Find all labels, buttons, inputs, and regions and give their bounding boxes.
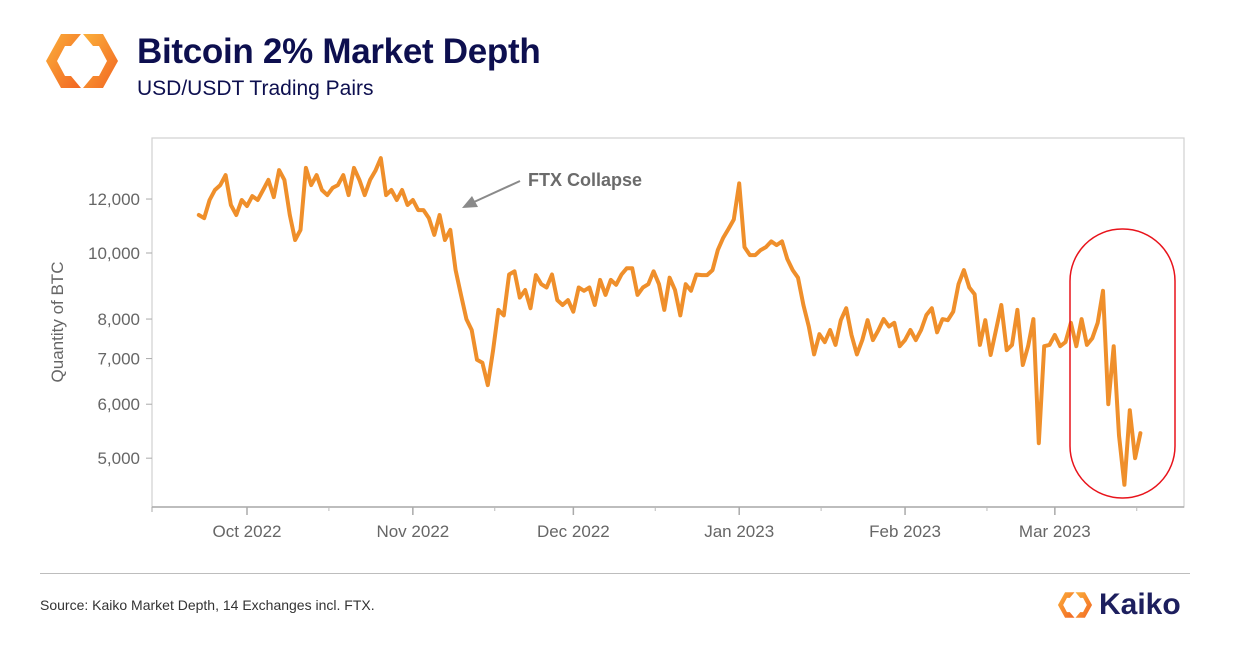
plot-frame <box>151 137 1185 508</box>
y-axis-title: Quantity of BTC <box>48 262 67 383</box>
annotation-arrow-line <box>473 180 521 203</box>
series-line-btc-depth <box>196 156 1143 487</box>
chart-title: Bitcoin 2% Market Depth <box>137 32 541 71</box>
y-tick-label: 8,000 <box>97 310 140 329</box>
brand-name: Kaiko <box>1099 588 1181 621</box>
kaiko-brand: Kaiko <box>1057 588 1181 622</box>
highlight-ellipse <box>1069 228 1176 499</box>
y-tick-label: 6,000 <box>97 395 140 414</box>
chart-subtitle: USD/USDT Trading Pairs <box>137 77 374 100</box>
x-tick-label: Nov 2022 <box>376 522 449 541</box>
kaiko-logo-icon <box>44 28 120 99</box>
x-tick-label: Dec 2022 <box>537 522 610 541</box>
y-tick-label: 10,000 <box>88 244 140 263</box>
x-tick-label: Mar 2023 <box>1019 522 1091 541</box>
x-tick-label: Oct 2022 <box>213 522 282 541</box>
x-tick-label: Feb 2023 <box>869 522 941 541</box>
x-tick-label: Jan 2023 <box>704 522 774 541</box>
annotation-ftx-collapse: FTX Collapse <box>528 170 642 190</box>
y-tick-label: 5,000 <box>97 449 140 468</box>
annotation-arrow-head-icon <box>462 196 478 208</box>
ftx-annotation: FTX Collapse <box>462 170 642 208</box>
y-tick-label: 7,000 <box>97 350 140 369</box>
y-tick-label: 12,000 <box>88 190 140 209</box>
kaiko-logo-icon <box>1057 592 1093 618</box>
source-note: Source: Kaiko Market Depth, 14 Exchanges… <box>40 597 375 613</box>
footer-divider <box>40 573 1190 574</box>
line-chart: Quantity of BTC 5,000 6,000 7,000 8,000 10,0… <box>48 137 1185 541</box>
